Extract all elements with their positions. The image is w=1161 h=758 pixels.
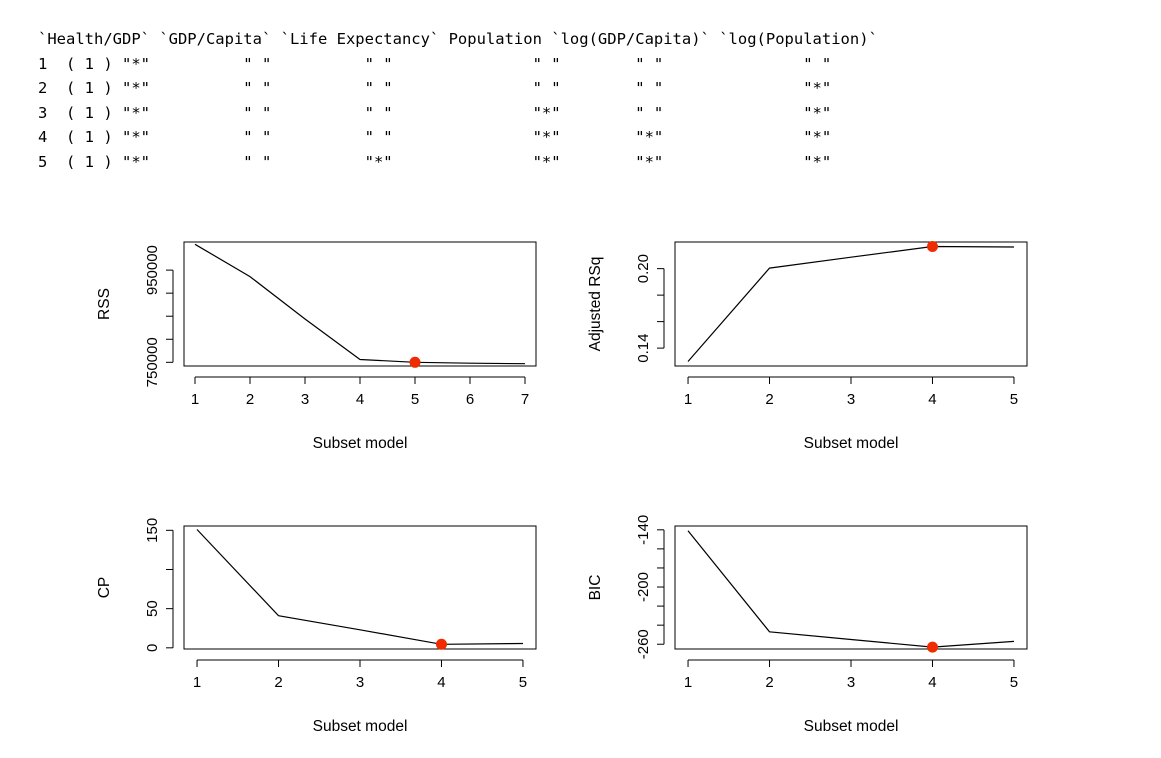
x-tick-label: 3 <box>847 391 855 408</box>
x-tick-label: 5 <box>1010 674 1018 691</box>
x-axis-label: Subset model <box>313 718 408 735</box>
y-tick-label: 750000 <box>144 337 161 387</box>
x-tick-label: 7 <box>521 391 529 408</box>
x-tick-label: 6 <box>466 391 474 408</box>
console-row: 4 ( 1 ) "*" " " " " "*" "*" "*" <box>38 128 832 147</box>
x-tick-label: 5 <box>519 674 527 691</box>
console-row: 3 ( 1 ) "*" " " " " "*" " " "*" <box>38 103 832 122</box>
plot-frame <box>183 241 537 367</box>
y-tick-label: -140 <box>635 515 652 545</box>
x-axis-label: Subset model <box>313 435 408 452</box>
y-tick-label: 50 <box>144 600 161 617</box>
y-tick-label: 150 <box>144 518 161 543</box>
x-axis-label: Subset model <box>804 435 899 452</box>
x-tick-label: 2 <box>765 674 773 691</box>
y-tick-label: 950000 <box>144 245 161 295</box>
optimum-point <box>926 241 938 253</box>
y-tick-label: 0 <box>144 644 161 652</box>
x-tick-label: 1 <box>684 391 692 408</box>
y-tick-label: -200 <box>635 572 652 602</box>
y-axis-label: CP <box>96 577 113 599</box>
adjusted-rsq-chart: 1 2 3 4 5 Subset model 0.14 0.20 Adjusted RSq <box>587 241 1028 452</box>
y-tick-label: -260 <box>635 629 652 659</box>
y-tick-label: 0.20 <box>635 254 652 283</box>
rss-chart: 1 2 3 4 5 6 7 Subset model 750000 950000 RSS <box>96 241 537 452</box>
cp-chart: 1 2 3 4 5 Subset model 0 50 150 CP <box>96 518 537 735</box>
x-tick-label: 3 <box>301 391 309 408</box>
x-tick-label: 5 <box>1010 391 1018 408</box>
series-line <box>687 245 1015 362</box>
console-output: `Health/GDP` `GDP/Capita` `Life Expectan… <box>38 27 878 175</box>
series-line <box>687 530 1015 648</box>
console-row: 2 ( 1 ) "*" " " " " " " " " "*" <box>38 79 832 98</box>
x-tick-label: 1 <box>684 674 692 691</box>
plot-frame <box>183 525 537 650</box>
x-tick-label: 4 <box>437 674 445 691</box>
x-tick-label: 5 <box>411 391 419 408</box>
x-tick-label: 3 <box>356 674 364 691</box>
console-header: `Health/GDP` `GDP/Capita` `Life Expectan… <box>38 30 878 48</box>
console-row: 5 ( 1 ) "*" " " "*" "*" "*" "*" <box>38 152 832 171</box>
x-tick-label: 2 <box>765 391 773 408</box>
console-row: 1 ( 1 ) "*" " " " " " " " " " " <box>38 54 832 73</box>
plot-frame <box>674 525 1028 650</box>
optimum-point <box>926 641 938 653</box>
x-tick-label: 1 <box>193 674 201 691</box>
x-tick-label: 4 <box>356 391 364 408</box>
x-tick-label: 3 <box>847 674 855 691</box>
y-axis-label: RSS <box>96 288 113 320</box>
plot-frame <box>674 241 1028 367</box>
bic-chart: 1 2 3 4 5 Subset model -260 -200 -140 BIC <box>587 515 1028 735</box>
optimum-point <box>435 638 447 650</box>
x-axis-label: Subset model <box>804 718 899 735</box>
series-line <box>196 529 524 645</box>
y-tick-label: 0.14 <box>635 334 652 363</box>
y-axis-label: Adjusted RSq <box>587 257 604 352</box>
optimum-point <box>409 356 421 368</box>
x-tick-label: 2 <box>246 391 254 408</box>
x-tick-label: 1 <box>191 391 199 408</box>
series-line <box>194 243 526 365</box>
x-tick-label: 4 <box>928 391 936 408</box>
x-tick-label: 4 <box>928 674 936 691</box>
x-tick-label: 2 <box>274 674 282 691</box>
y-axis-label: BIC <box>587 575 604 601</box>
